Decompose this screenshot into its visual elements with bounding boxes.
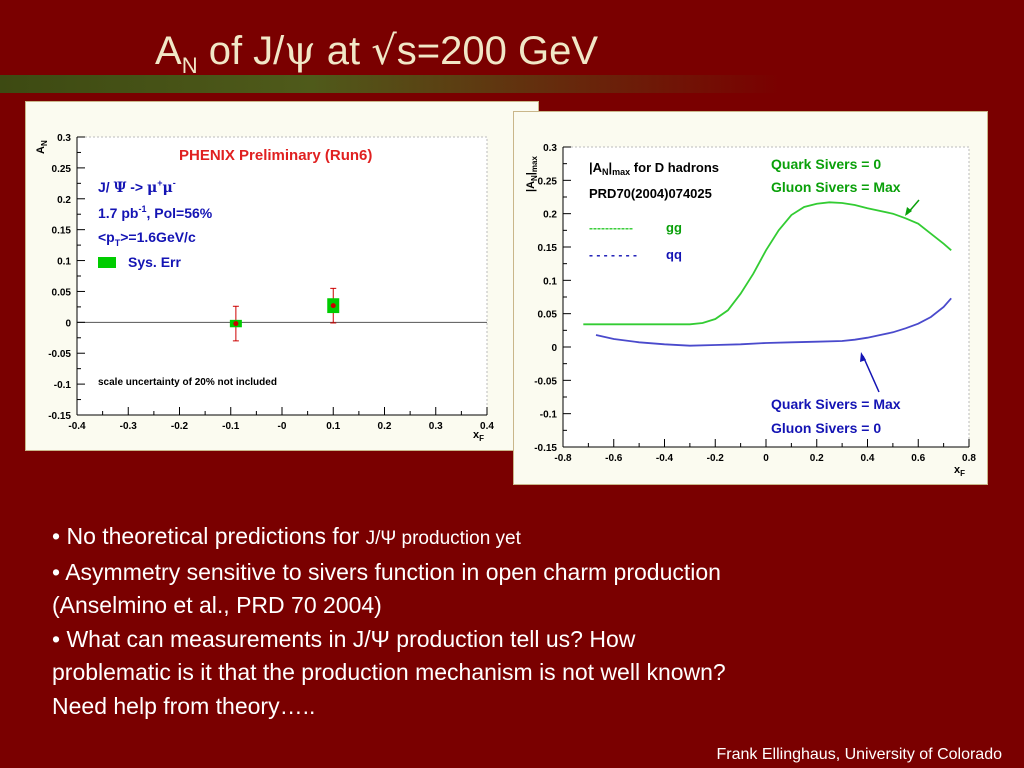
qq-legend-label: qq [666, 247, 682, 262]
left-ylabel: AN [35, 140, 49, 154]
left-y-tick-label: 0 [65, 318, 71, 329]
gg-legend-dashes: ----------- [589, 221, 633, 235]
left-data-point [233, 321, 239, 327]
gluon-sivers-max-label: Gluon Sivers = Max [771, 179, 901, 195]
left-x-tick-label: -0.1 [222, 421, 240, 432]
blue-arrowhead [860, 352, 866, 362]
bullet-2: • Asymmetry sensitive to sivers function… [52, 558, 721, 585]
gluon-sivers-zero-label: Gluon Sivers = 0 [771, 420, 881, 436]
right-series-gg-line [583, 201, 952, 326]
right-x-tick-label: 0.2 [810, 453, 824, 464]
left-y-tick-label: 0.1 [57, 257, 71, 268]
quark-sivers-max-label: Quark Sivers = Max [771, 396, 901, 412]
title-of-j: of J/ [197, 29, 285, 73]
title-a: A [155, 29, 182, 73]
right-xlabel: xF [954, 464, 965, 478]
luminosity-label: 1.7 pb-1, Pol=56% [98, 204, 213, 221]
sys-err-label: Sys. Err [128, 254, 181, 270]
left-data-point [330, 303, 336, 309]
left-x-tick-label: -0 [278, 421, 287, 432]
left-x-tick-label: -0.4 [68, 421, 86, 432]
left-y-tick-label: -0.05 [48, 349, 71, 360]
quark-sivers-zero-label: Quark Sivers = 0 [771, 156, 881, 172]
right-series [583, 201, 952, 347]
title-at: at [315, 29, 372, 73]
right-y-tick-label: 0.05 [538, 310, 558, 321]
bullet-2-cont: (Anselmino et al., PRD 70 2004) [52, 592, 382, 618]
right-y-tick-label: 0.3 [543, 143, 557, 154]
right-x-tick-label: -0.8 [554, 453, 572, 464]
right-y-tick-label: -0.15 [534, 443, 557, 454]
reference-label: PRD70(2004)074025 [589, 186, 712, 201]
right-x-tick-label: 0 [763, 453, 769, 464]
right-y-tick-label: -0.1 [540, 410, 558, 421]
left-chart: -0.4 -0.3 -0.2 -0.1 -0 0.1 0.2 0.3 0.4 -0.15 -0.1 -… [35, 133, 494, 443]
scale-uncertainty-note: scale uncertainty of 20% not included [98, 377, 277, 388]
right-ticks: -0.8 -0.6 -0.4 -0.2 0 0.2 0.4 0.6 0.8 -0.15 -0.1 -0… [534, 143, 976, 464]
left-y-tick-label: -0.1 [54, 380, 72, 391]
right-x-tick-label: -0.6 [605, 453, 623, 464]
left-chart-panel: -0.4 -0.3 -0.2 -0.1 -0 0.1 0.2 0.3 0.4 -0.15 -0.1 -… [25, 101, 539, 451]
right-y-tick-label: 0.2 [543, 210, 557, 221]
right-x-tick-label: 0.8 [962, 453, 976, 464]
left-x-tick-label: 0.3 [429, 421, 443, 432]
phenix-preliminary-label: PHENIX Preliminary (Run6) [179, 147, 372, 164]
right-y-tick-label: 0 [551, 343, 557, 354]
slide-title: AN of J/ψ at √s=200 GeV [155, 28, 598, 79]
blue-arrow [862, 355, 880, 393]
qq-legend-dashes: - - - - - - - [589, 248, 637, 262]
left-x-tick-label: 0.1 [326, 421, 340, 432]
left-xlabel: xF [473, 429, 484, 443]
right-x-tick-label: 0.6 [911, 453, 925, 464]
right-y-tick-label: 0.15 [538, 243, 558, 254]
left-x-tick-label: 0.2 [378, 421, 392, 432]
bullet-3-cont-1: problematic is it that the production me… [52, 659, 726, 685]
title-psi: ψ [284, 28, 316, 74]
right-chart-header: |AN|max for D hadrons [589, 160, 719, 177]
left-y-tick-label: 0.25 [52, 164, 72, 175]
title-a-subscript: N [181, 53, 198, 78]
left-x-tick-label: 0.4 [480, 421, 494, 432]
right-chart: -0.8 -0.6 -0.4 -0.2 0 0.2 0.4 0.6 0.8 -0.15 -0.1 -0… [525, 143, 976, 478]
title-sqrt: √ [371, 28, 397, 74]
right-x-tick-label: 0.4 [861, 453, 875, 464]
bullet-1: • No theoretical predictions for J/Ψ pro… [52, 523, 521, 549]
right-y-tick-label: 0.25 [538, 176, 558, 187]
channel-label: J/ Ψ -> μ+μ- [98, 178, 176, 196]
sys-err-swatch [98, 257, 116, 268]
gg-legend-label: gg [666, 220, 682, 235]
right-y-tick-label: 0.1 [543, 276, 557, 287]
right-ylabel: |AN|max [525, 156, 539, 192]
footer-author: Frank Ellinghaus, University of Colorado [716, 746, 1002, 763]
bullet-3-cont-2: Need help from theory….. [52, 692, 316, 719]
left-ticks: -0.4 -0.3 -0.2 -0.1 -0 0.1 0.2 0.3 0.4 -0.15 -0.1 -… [48, 133, 494, 432]
left-x-tick-label: -0.3 [120, 421, 138, 432]
right-y-tick-label: -0.05 [534, 376, 557, 387]
left-y-tick-label: 0.3 [57, 133, 71, 144]
right-series-qq-line [595, 297, 952, 347]
pt-cut-label: <pT>=1.6GeV/c [98, 229, 196, 248]
right-x-tick-label: -0.4 [656, 453, 674, 464]
left-y-tick-label: 0.05 [52, 287, 72, 298]
green-arrowhead [905, 207, 912, 216]
right-x-tick-label: -0.2 [707, 453, 725, 464]
right-chart-panel: -0.8 -0.6 -0.4 -0.2 0 0.2 0.4 0.6 0.8 -0.15 -0.1 -0… [513, 111, 988, 485]
bullet-list: • No theoretical predictions for J/Ψ pro… [52, 520, 952, 723]
title-underline-bar [0, 75, 780, 93]
bullet-3: • What can measurements in J/Ψ productio… [52, 625, 636, 652]
left-x-tick-label: -0.2 [171, 421, 189, 432]
left-data-points [229, 287, 340, 342]
left-y-tick-label: 0.15 [52, 226, 72, 237]
left-y-tick-label: 0.2 [57, 195, 71, 206]
left-plot-frame [76, 136, 488, 416]
title-energy: s=200 GeV [396, 29, 598, 73]
left-y-tick-label: -0.15 [48, 411, 71, 422]
